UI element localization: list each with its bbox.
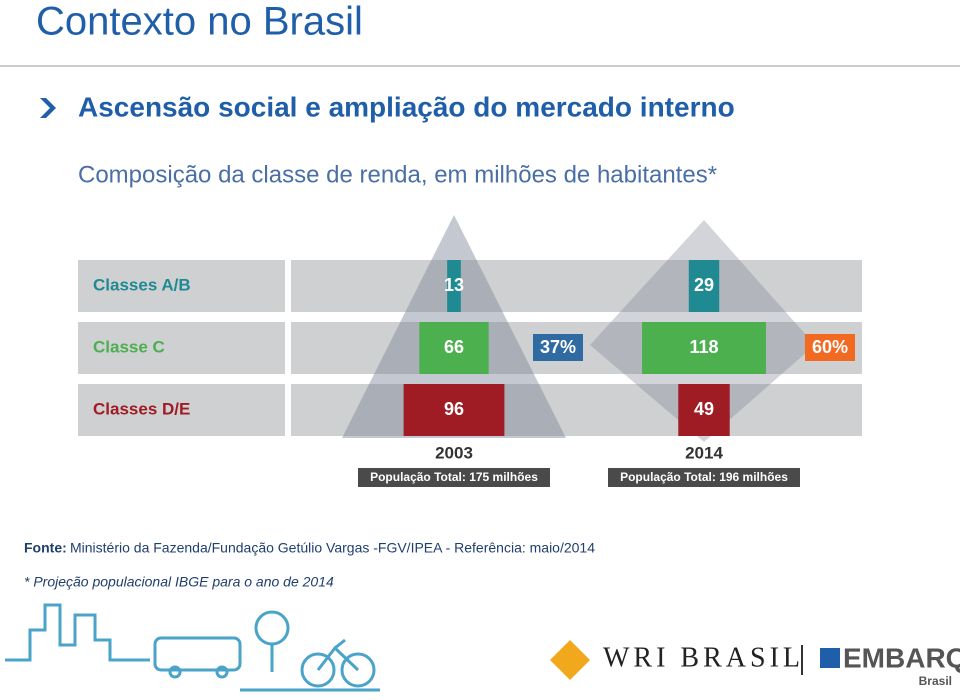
source: Ministério da Fazenda/Fundação Getúlio V… xyxy=(70,540,595,556)
logo-wri: WRI BRASIL xyxy=(603,642,804,673)
share-label: 37% xyxy=(540,337,576,357)
logo-embarq-sub: Brasil xyxy=(919,674,952,688)
illustration xyxy=(5,603,380,692)
total-label: População Total: 175 milhões xyxy=(370,470,538,484)
logo-embarq: EMBARQ xyxy=(843,642,960,673)
value-label: 29 xyxy=(694,275,714,295)
share-label: 60% xyxy=(812,337,848,357)
value-label: 49 xyxy=(694,399,714,419)
heading: Ascensão social e ampliação do mercado i… xyxy=(78,91,735,122)
value-label: 96 xyxy=(444,399,464,419)
share-box xyxy=(533,334,583,361)
value-label: 118 xyxy=(689,337,718,357)
row-bg xyxy=(78,260,862,312)
total-box xyxy=(608,468,800,487)
total-label: População Total: 196 milhões xyxy=(620,470,788,484)
total-box xyxy=(358,468,550,487)
bar xyxy=(403,384,505,436)
bullet xyxy=(40,98,56,118)
value-label: 13 xyxy=(444,275,464,295)
bar xyxy=(447,260,461,312)
category-label: Classe C xyxy=(93,337,165,356)
category-label: Classes A/B xyxy=(93,275,191,294)
bar xyxy=(688,260,720,312)
row-divider xyxy=(285,258,291,440)
bar xyxy=(642,322,766,374)
source-label: Fonte: xyxy=(24,540,67,556)
year-label: 2003 xyxy=(435,443,473,462)
bar xyxy=(419,322,489,374)
plot: Classes A/B Classe C Classes D/E 13 66 96 37% 2… xyxy=(78,215,862,487)
bar xyxy=(678,384,730,436)
chart-title: Composição da classe de renda, em milhõe… xyxy=(78,161,717,188)
note: * Projeção populacional IBGE para o ano … xyxy=(24,574,334,590)
wri-logo-mark xyxy=(550,640,590,680)
embarq-mark xyxy=(820,648,840,668)
share-box xyxy=(805,334,855,361)
category-label: Classes D/E xyxy=(93,399,190,418)
year-label: 2014 xyxy=(685,443,723,462)
slide-title: Contexto no Brasil xyxy=(36,0,363,44)
value-label: 66 xyxy=(444,337,464,357)
